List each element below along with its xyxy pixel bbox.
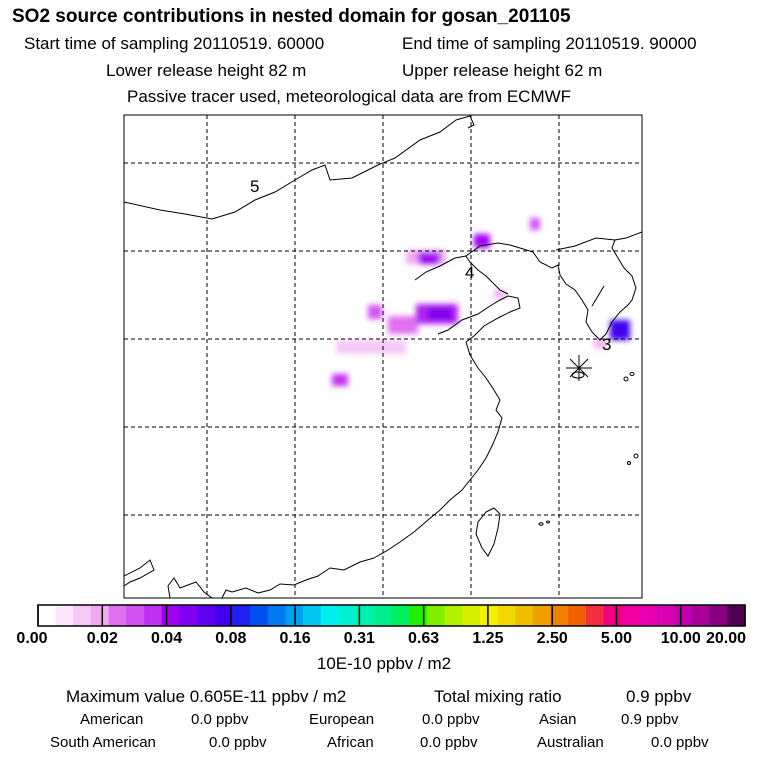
colorbar-swatch bbox=[691, 605, 710, 626]
colorbar-swatch bbox=[91, 605, 110, 626]
colorbar bbox=[37, 604, 746, 627]
colorbar-label: 0.08 bbox=[215, 630, 247, 647]
colorbar-swatch bbox=[603, 605, 622, 626]
colorbar-swatch bbox=[426, 605, 445, 626]
start-time: Start time of sampling 20110519. 60000 bbox=[24, 34, 325, 53]
colorbar-label: 0.00 bbox=[16, 630, 48, 647]
colorbar-swatch bbox=[479, 605, 498, 626]
colorbar-swatch bbox=[638, 605, 657, 626]
colorbar-swatch bbox=[179, 605, 198, 626]
region-label: 3 bbox=[602, 335, 611, 354]
colorbar-label: 0.63 bbox=[408, 630, 440, 647]
region-label: 4 bbox=[465, 263, 474, 282]
colorbar-swatch bbox=[161, 605, 180, 626]
end-time: End time of sampling 20110519. 90000 bbox=[402, 34, 697, 53]
receptor-asterisk-icon bbox=[566, 355, 592, 381]
colorbar-swatch bbox=[656, 605, 675, 626]
plume-patch bbox=[388, 316, 418, 334]
plume-patch bbox=[418, 252, 440, 264]
colorbar-swatch bbox=[55, 605, 74, 626]
colorbar-border bbox=[37, 604, 746, 627]
colorbar-label: 5.00 bbox=[600, 630, 633, 647]
colorbar-swatch bbox=[550, 605, 569, 626]
map-title: SO2 source contributions in nested domai… bbox=[12, 6, 571, 27]
colorbar-swatch bbox=[373, 605, 392, 626]
colorbar-swatch bbox=[38, 605, 56, 626]
colorbar-swatch bbox=[320, 605, 339, 626]
plume-patch bbox=[332, 374, 348, 386]
plume-patch bbox=[336, 340, 406, 354]
region-value-asian: 0.9 ppbv bbox=[621, 711, 679, 728]
colorbar-swatch bbox=[462, 605, 481, 626]
colorbar-swatch bbox=[267, 605, 286, 626]
grid-lines bbox=[124, 115, 642, 598]
colorbar-swatch bbox=[709, 605, 728, 626]
region-value-european: 0.0 ppbv bbox=[422, 711, 480, 728]
region-value-australian: 0.0 ppbv bbox=[651, 734, 709, 751]
total-mixing-ratio-value: 0.9 ppbv bbox=[626, 687, 692, 706]
colorbar-label: 0.31 bbox=[343, 630, 375, 647]
colorbar-swatch bbox=[144, 605, 163, 626]
map-frame bbox=[123, 114, 643, 599]
colorbar-label: 20.00 bbox=[705, 630, 747, 647]
region-name-african: African bbox=[327, 734, 374, 751]
region-name-american: American bbox=[80, 711, 144, 728]
upper-release-height: Upper release height 62 m bbox=[402, 61, 603, 80]
region-name-asian: Asian bbox=[539, 711, 577, 728]
colorbar-swatch bbox=[391, 605, 410, 626]
colorbar-swatch bbox=[232, 605, 251, 626]
plume-patch bbox=[594, 340, 606, 348]
colorbar-label: 2.50 bbox=[536, 630, 568, 647]
colorbar-label: 0.16 bbox=[279, 630, 311, 647]
plume-patch bbox=[610, 320, 630, 340]
colorbar-label: 1.25 bbox=[472, 630, 504, 647]
lower-release-height: Lower release height 82 m bbox=[106, 61, 307, 80]
region-value-american: 0.0 ppbv bbox=[191, 711, 249, 728]
colorbar-swatch bbox=[338, 605, 357, 626]
region-name-european: European bbox=[309, 711, 375, 728]
colorbar-swatch bbox=[727, 605, 746, 626]
colorbar-swatch bbox=[532, 605, 551, 626]
colorbar-swatch bbox=[303, 605, 322, 626]
data-source-note: Passive tracer used, meteorological data… bbox=[127, 87, 572, 106]
colorbar-swatch bbox=[497, 605, 516, 626]
colorbar-swatch bbox=[409, 605, 428, 626]
plume-patch bbox=[368, 305, 382, 319]
colorbar-swatch bbox=[250, 605, 269, 626]
colorbar-swatch bbox=[674, 605, 693, 626]
plume-patch bbox=[428, 308, 452, 320]
colorbar-swatch bbox=[515, 605, 534, 626]
region-value-african: 0.0 ppbv bbox=[420, 734, 478, 751]
colorbar-label: 0.02 bbox=[86, 630, 118, 647]
colorbar-swatch bbox=[73, 605, 92, 626]
colorbar-swatch bbox=[568, 605, 587, 626]
region-value-south-american: 0.0 ppbv bbox=[209, 734, 267, 751]
total-mixing-ratio-label: Total mixing ratio bbox=[434, 687, 562, 706]
colorbar-swatch bbox=[444, 605, 463, 626]
colorbar-label: 10.00 bbox=[660, 630, 701, 647]
colorbar-swatch bbox=[621, 605, 640, 626]
colorbar-swatch bbox=[108, 605, 127, 626]
plume-patch bbox=[494, 290, 506, 298]
colorbar-swatch bbox=[197, 605, 216, 626]
plume-patch bbox=[530, 218, 540, 230]
colorbar-swatch bbox=[126, 605, 145, 626]
colorbar-swatch bbox=[585, 605, 604, 626]
colorbar-swatch bbox=[214, 605, 233, 626]
colorbar-unit: 10E-10 ppbv / m2 bbox=[316, 654, 452, 673]
colorbar-label: 0.04 bbox=[150, 630, 183, 647]
coastlines bbox=[124, 115, 642, 598]
region-name-south-american: South American bbox=[50, 734, 156, 751]
maximum-value: Maximum value 0.605E-11 ppbv / m2 bbox=[66, 687, 347, 706]
colorbar-swatch bbox=[356, 605, 375, 626]
plume-layer bbox=[332, 218, 630, 386]
region-label: 5 bbox=[250, 177, 259, 196]
region-name-australian: Australian bbox=[537, 734, 604, 751]
